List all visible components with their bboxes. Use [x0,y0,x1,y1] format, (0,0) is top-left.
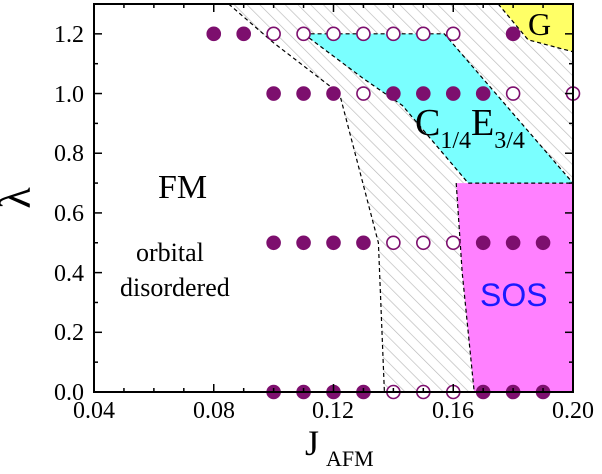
region-sos [456,183,573,392]
open-data-point [266,26,281,42]
open-data-point [356,86,371,101]
phase-boundary-line [455,183,475,392]
x-tick-label: 0.04 [73,398,115,424]
region-label-fm: FM [158,169,207,206]
x-axis-label-subscript: AFM [326,446,374,471]
phase-boundary-line [303,33,573,184]
open-data-point [445,235,461,251]
filled-data-point [535,235,551,251]
x-axis-label: J [305,423,319,463]
filled-data-point [445,86,461,101]
filled-data-point [386,86,401,101]
region-note-orbital: orbital [136,238,204,267]
filled-data-point [296,86,311,101]
x-tick-label: 0.12 [312,398,354,424]
open-data-point [326,26,341,42]
open-data-point [445,26,461,42]
y-tick-label: 0.4 [54,261,84,287]
filled-data-point [326,235,341,251]
open-data-point [356,26,371,42]
filled-data-point [236,26,251,42]
region-note-disordered: disordered [120,273,230,302]
axis-ticks [93,3,574,393]
x-tick-label: 0.08 [193,398,235,424]
filled-data-point [326,86,341,101]
region-label-e: E [471,102,494,144]
region-label-c-sub: 1/4 [440,128,471,154]
region-c1-4e3-4 [303,33,573,184]
region-label-e-sub: 3/4 [494,128,525,154]
region-label-sos: SOS [480,277,548,313]
region-label-ce: C1/4E3/4 [415,102,525,154]
filled-data-point [266,235,281,251]
y-tick-label: 0.6 [54,201,84,227]
filled-data-point [475,86,491,101]
filled-data-point [266,86,281,101]
filled-data-point [356,235,371,251]
x-tick-label: 0.16 [432,398,474,424]
phase-regions [228,4,573,392]
phase-boundary-line [497,4,573,53]
filled-data-point [206,26,222,42]
y-tick-label: 0.8 [54,141,84,167]
open-data-point [416,26,431,42]
open-data-point [386,26,401,42]
open-data-point [296,26,311,42]
filled-data-point [416,86,431,101]
phase-boundary-line [303,33,469,184]
filled-data-point [505,235,521,251]
filled-data-point [475,235,491,251]
region-label-c: C [415,102,440,144]
open-data-point [386,235,401,251]
y-tick-label: 1.2 [54,22,84,48]
y-tick-label: 1.0 [54,82,84,108]
y-tick-label: 0.2 [54,320,84,346]
region-label-g: G [528,6,551,42]
y-axis-label: λ [0,187,40,209]
region-g [498,4,573,52]
filled-data-point [505,26,521,42]
open-data-point [505,86,521,101]
open-data-point [416,235,431,251]
x-tick-label: 0.20 [552,398,594,424]
y-tick-label: 0.0 [54,380,84,406]
filled-data-point [296,235,311,251]
